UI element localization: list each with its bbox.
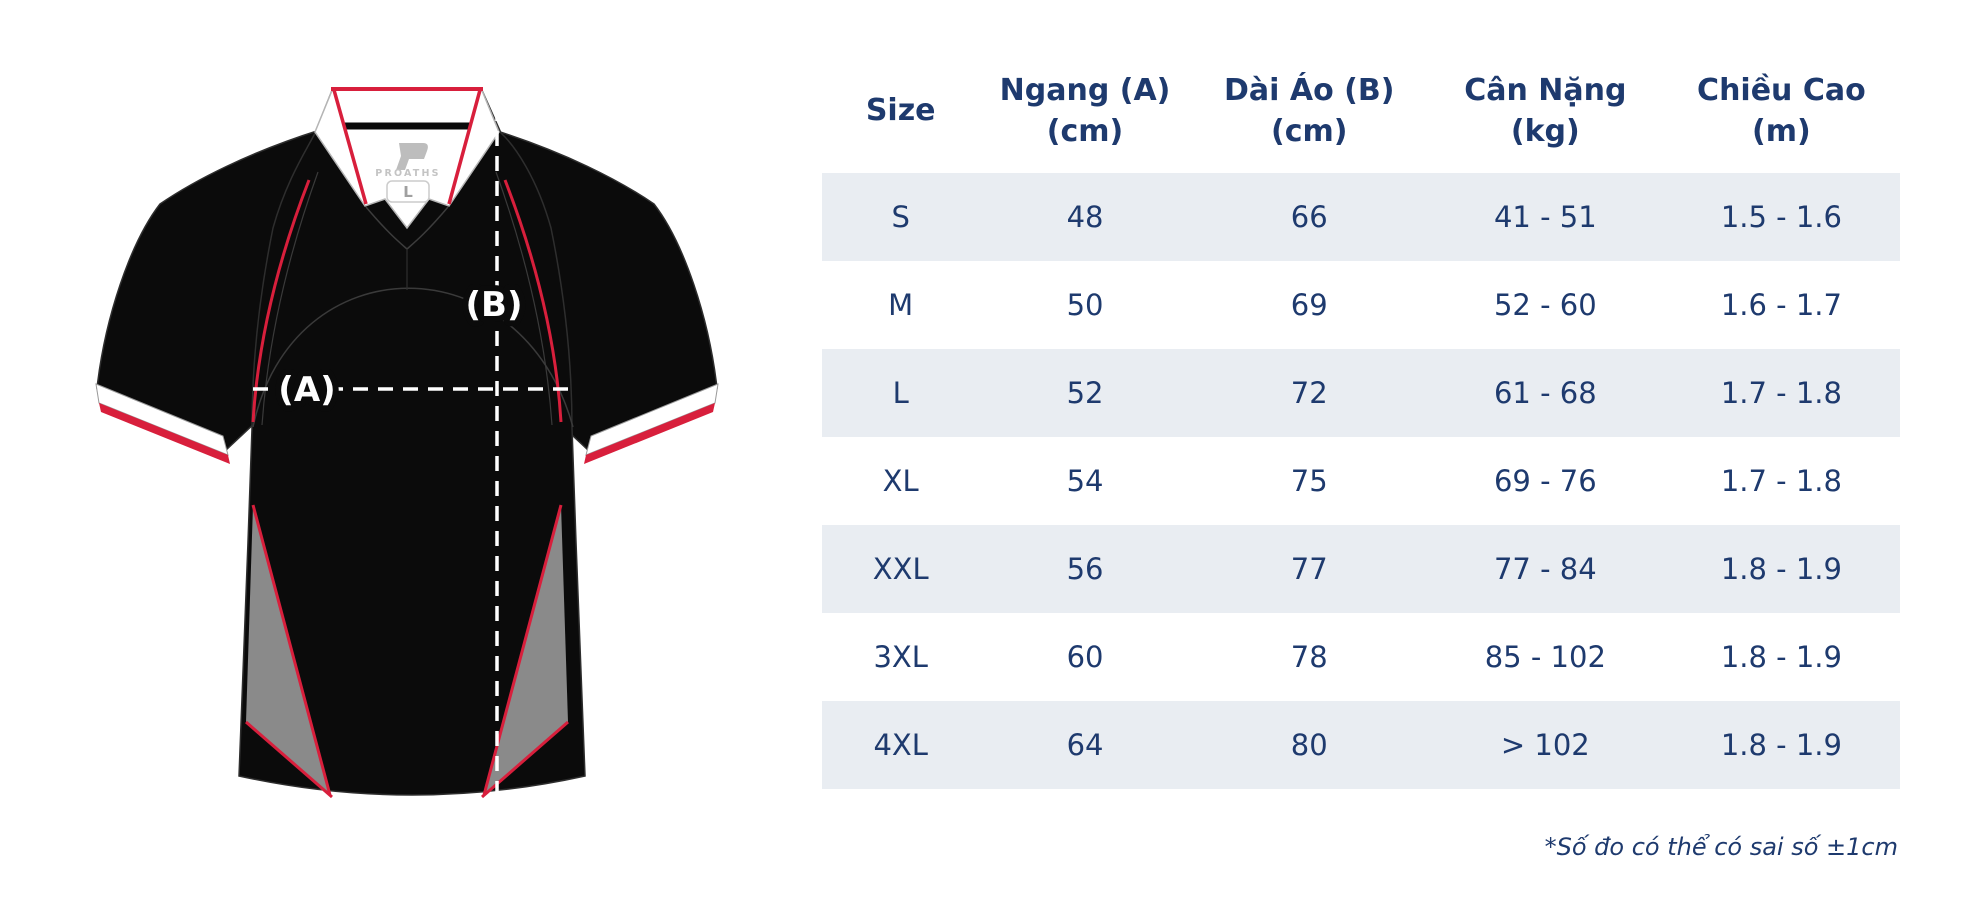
table-row-s: S 48 66 41 - 51 1.5 - 1.6 [822, 173, 1900, 261]
brand-logo-icon [396, 143, 428, 170]
jersey-illustration: PROATHS L (A) (B) [95, 87, 719, 799]
measurement-tolerance-note: *Số đo có thể có sai số ±1cm [1544, 833, 1898, 861]
chest-seam [252, 287, 574, 428]
neckline-left [365, 206, 408, 250]
collar-right-trim [447, 89, 482, 205]
table-row-xxl: XXL 56 77 77 - 84 1.8 - 1.9 [822, 525, 1900, 613]
table-row-3xl: 3XL 60 78 85 - 102 1.8 - 1.9 [873, 640, 1842, 674]
size-tag-label: L [403, 183, 413, 201]
neckline-right [406, 206, 449, 250]
table-row-4xl: 4XL 64 80 > 102 1.8 - 1.9 [822, 701, 1900, 789]
size-table: Size Ngang (A) (cm) Dài Áo (B) (cm) Cân … [822, 50, 1900, 861]
size-tag [386, 180, 430, 203]
measure-label-a: (A) [278, 370, 335, 410]
measure-label-b: (B) [466, 285, 523, 325]
col-header-dai-ao: Dài Áo (B) (cm) [1224, 73, 1395, 149]
collar-left-trim [332, 89, 368, 205]
jersey-diagram: PROATHS L (A) (B) [0, 0, 814, 907]
col-header-size: Size [865, 93, 936, 129]
table-header-row: Size Ngang (A) (cm) Dài Áo (B) (cm) Cân … [822, 50, 1900, 173]
table-row-m: M 50 69 52 - 60 1.6 - 1.7 [888, 288, 1842, 322]
col-header-ngang: Ngang (A) (cm) [999, 73, 1171, 149]
table-row-xl: XL 54 75 69 - 76 1.7 - 1.8 [882, 464, 1842, 498]
col-header-chieu-cao: Chiều Cao (m) [1697, 73, 1866, 149]
brand-name: PROATHS [375, 168, 440, 179]
col-header-can-nang: Cân Nặng (kg) [1464, 73, 1627, 149]
table-row-l: L 52 72 61 - 68 1.7 - 1.8 [822, 349, 1900, 437]
